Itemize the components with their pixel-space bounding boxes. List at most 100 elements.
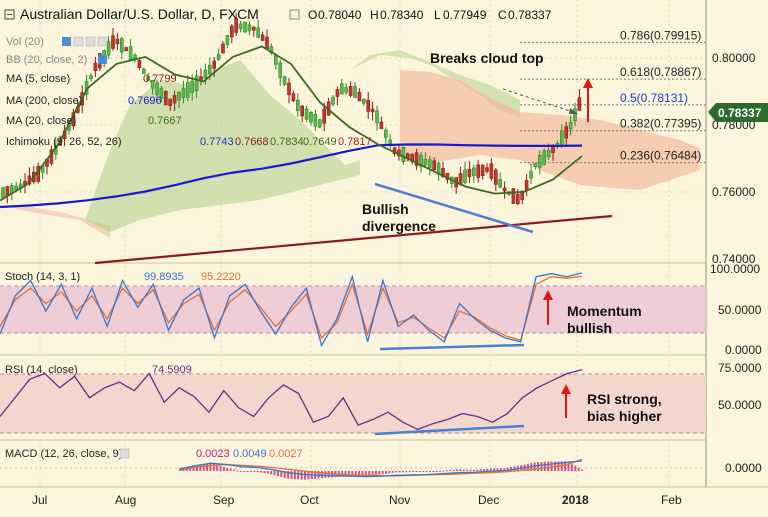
rsi-tick: 50.0000 <box>718 398 762 412</box>
candle-body <box>546 150 551 158</box>
ma20-label: MA (20, close) <box>6 115 76 127</box>
macd-histogram-bar <box>354 471 357 477</box>
macd-histogram-bar <box>476 469 479 471</box>
stoch-tick: 50.0000 <box>718 303 762 317</box>
macd-histogram-bar <box>449 469 452 471</box>
ohlc-high-label: H <box>370 8 379 22</box>
momentum-label-1: Momentum <box>567 303 642 319</box>
candle-body <box>194 75 199 92</box>
candle-body <box>273 55 278 65</box>
candle-body <box>225 35 230 45</box>
panel-frames <box>0 0 768 488</box>
settings-icon[interactable] <box>73 36 84 47</box>
x-tick: Jul <box>32 493 47 507</box>
candle-body <box>252 26 256 31</box>
candle-body <box>322 108 327 124</box>
macd-histogram-bar <box>297 471 300 480</box>
ohlc-open-value: 0.78040 <box>318 8 362 22</box>
macd-histogram-bar <box>395 471 398 473</box>
rsi-strong-label-2: bias higher <box>587 408 662 424</box>
macd-histogram-bar <box>222 466 225 471</box>
macd-histogram-bar <box>540 462 543 471</box>
macd-histogram-bar <box>236 470 239 472</box>
macd-histogram-bar <box>537 462 540 471</box>
candle-body <box>124 47 128 52</box>
macd-histogram-bar <box>212 463 215 471</box>
price-divergence-line <box>374 182 534 234</box>
macd-histogram-bar <box>445 470 448 472</box>
macd-tick: 0.0000 <box>725 461 762 475</box>
macd-histogram-bar <box>547 461 550 471</box>
candle-body <box>295 99 300 111</box>
macd-label: MACD (12, 26, close, 9) <box>5 448 122 460</box>
macd-histogram-bar <box>499 468 502 471</box>
ohlc-high-value: 0.78340 <box>380 8 424 22</box>
ichimoku-value-1: 0.7743 <box>200 136 234 148</box>
macd-histogram-bar <box>378 471 381 475</box>
x-tick: Feb <box>661 493 682 507</box>
fibonacci-levels <box>520 41 706 164</box>
candle-body <box>282 76 287 85</box>
last-price-value: 0.78337 <box>718 106 762 120</box>
macd-histogram-bar <box>577 467 580 471</box>
macd-histogram-bar <box>496 468 499 471</box>
stoch-divergence-line <box>379 343 525 351</box>
ma20-value: 0.7667 <box>148 115 182 127</box>
candle-body <box>313 114 318 127</box>
macd-histogram-bar <box>391 471 394 473</box>
ichimoku-label: Ichimoku (9, 26, 52, 26) <box>6 136 122 148</box>
candle-body <box>493 169 498 185</box>
macd-histogram-bar <box>263 471 266 474</box>
settings-icon[interactable] <box>289 9 300 20</box>
macd-histogram-bar <box>493 468 496 471</box>
macd-histogram-bar <box>276 471 279 477</box>
candle-body <box>529 171 533 179</box>
candle-body <box>186 82 190 98</box>
add-icon[interactable] <box>85 36 96 47</box>
candle-body <box>234 18 238 33</box>
macd-histogram-bar <box>385 471 388 474</box>
fib-level-label: 0.382(0.77395) <box>620 117 701 131</box>
macd-histogram-bar <box>239 471 242 472</box>
collapse-icon[interactable] <box>4 9 15 20</box>
vol-icons <box>62 36 108 47</box>
price-up-arrowhead <box>583 78 593 88</box>
candle-body <box>238 23 243 30</box>
macd-histogram-bar <box>324 471 327 478</box>
eye-icon[interactable] <box>62 37 71 46</box>
candle-body <box>190 80 194 93</box>
support-trendline <box>94 214 613 265</box>
candle-body <box>317 119 322 128</box>
ichimoku-value-2: 0.7668 <box>235 136 269 148</box>
breaks-cloud-label: Breaks cloud top <box>430 50 544 66</box>
macd-histogram-bar <box>506 467 509 471</box>
macd-histogram-bar <box>533 462 536 471</box>
eye-icon[interactable] <box>119 448 130 459</box>
stoch-tick: 0.0000 <box>725 343 762 357</box>
candle-body <box>177 91 181 101</box>
candle-body <box>370 108 375 113</box>
macd-histogram-bar <box>368 471 371 476</box>
eye-icon[interactable] <box>98 55 107 64</box>
macd-histogram-bar <box>199 464 202 471</box>
fib-level-label: 0.618(0.78867) <box>620 65 701 79</box>
ma200-label: MA (200, close) <box>6 95 82 107</box>
macd-histogram-bar <box>219 465 222 471</box>
candle-body <box>203 69 208 79</box>
macd-histogram-bar <box>280 471 283 477</box>
candle-body <box>383 129 388 138</box>
ichimoku-value-4: 0.7649 <box>303 136 337 148</box>
macd-histogram-bar <box>216 464 219 471</box>
candle-body <box>542 150 547 165</box>
candle-body <box>353 86 357 98</box>
candle-body <box>291 93 296 101</box>
cloud-bear-segment-2 <box>400 70 700 190</box>
macd-histogram-bar <box>256 471 259 472</box>
symbol-title: Australian Dollar/U.S. Dollar, D, FXCM <box>20 6 259 22</box>
candle-body <box>260 34 265 41</box>
candle-body <box>172 95 177 104</box>
close-icon[interactable] <box>97 36 108 47</box>
macd-histogram-bar <box>439 470 442 472</box>
candle-body <box>287 82 291 96</box>
